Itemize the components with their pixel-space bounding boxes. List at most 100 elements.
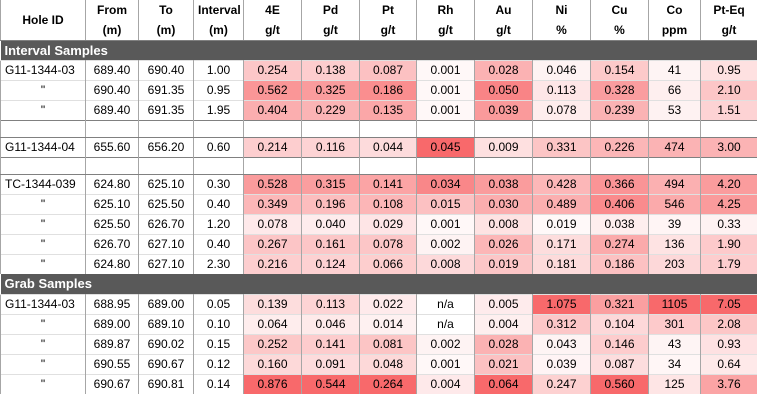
cell: 690.40 [138,59,194,80]
cell: 0.087 [590,353,649,374]
cell: 0.229 [301,99,360,120]
cell: 0.004 [474,313,533,334]
header-row: Hole ID From To Interval 4E Pd Pt Rh Au Ni Cu Co Pt-… [0,0,757,41]
cell: 0.001 [416,59,475,80]
spacer-cell [138,119,194,138]
cell: 0.141 [359,173,417,194]
cell: 0.40 [193,233,244,254]
spacer-cell [138,156,194,175]
cell: 0.312 [532,313,591,334]
column-header: To [138,0,194,20]
cell: 0.001 [416,353,475,374]
cell: 3.76 [700,373,757,394]
cell: 494 [648,173,701,194]
cell: 0.044 [359,136,417,157]
cell: 0.274 [590,233,649,254]
cell: 0.161 [301,233,360,254]
data-row: " 625.50 626.70 1.20 0.078 0.040 0.029 0.001 0.0… [0,213,757,234]
cell: 0.002 [416,233,475,254]
section-title: Grab Samples [0,274,757,294]
cell: 0.048 [359,353,417,374]
header-row: (m) (m) (m) g/t g/t g/t g/t g/t%% ppm g/t [1,20,757,41]
column-header: Pd [301,0,360,20]
cell: 1.79 [700,253,757,274]
column-header: Co [648,0,701,20]
cell: 0.139 [243,293,302,314]
cell: 301 [648,313,701,334]
spacer-cell [474,119,533,138]
spacer-cell [648,119,701,138]
cell: 0.254 [243,59,302,80]
cell: 0.366 [590,173,649,194]
assay-table: Hole ID From To Interval 4E Pd Pt Rh Au Ni Cu Co Pt-… [0,0,757,394]
cell: " [0,353,86,374]
column-unit: (m) [138,20,194,41]
cell: 0.066 [359,253,417,274]
cell: 0.005 [474,293,533,314]
cell: " [0,99,86,120]
spacer-cell [0,119,86,138]
cell: G11-1344-04 [0,136,86,157]
spacer-cell [193,156,244,175]
cell: 690.40 [85,79,139,100]
cell: 0.104 [590,313,649,334]
cell: 0.239 [590,99,649,120]
cell: 0.247 [532,373,591,394]
cell: 690.67 [138,353,194,374]
cell: 0.008 [474,213,533,234]
cell: G11-1344-03 [0,293,86,314]
cell: 0.039 [532,353,591,374]
cell: 474 [648,136,701,157]
cell: 0.60 [193,136,244,157]
cell: " [0,313,86,334]
spacer-cell [193,119,244,138]
cell: 627.10 [138,233,194,254]
cell: 0.95 [193,79,244,100]
spacer-cell [359,119,417,138]
column-unit: g/t [301,20,360,41]
cell: 0.028 [474,59,533,80]
cell: 0.028 [474,333,533,354]
cell: 690.67 [85,373,139,394]
column-unit: % [532,20,591,41]
cell: 0.064 [474,373,533,394]
data-row: " 626.70 627.10 0.40 0.267 0.161 0.078 0.002 0.0… [0,233,757,254]
spacer-cell [243,156,302,175]
cell: 0.196 [301,193,360,214]
cell: 0.64 [700,353,757,374]
cell: 0.015 [416,193,475,214]
cell: " [0,373,86,394]
cell: 66 [648,79,701,100]
column-unit: (m) [193,20,244,41]
spacer-cell [301,156,360,175]
cell: 0.026 [474,233,533,254]
cell: 625.50 [85,213,139,234]
spacer-row [0,119,757,138]
cell: 0.046 [301,313,360,334]
cell: 0.064 [243,313,302,334]
cell: 0.040 [301,213,360,234]
cell: 0.038 [590,213,649,234]
cell: 626.70 [138,213,194,234]
cell: 125 [648,373,701,394]
cell: 0.038 [474,173,533,194]
cell: 0.40 [193,193,244,214]
cell: 43 [648,333,701,354]
data-row: " 690.55 690.67 0.12 0.160 0.091 0.048 0.001 0.0… [0,353,757,374]
data-row: " 690.40 691.35 0.95 0.562 0.325 0.186 0.001 0.0… [0,79,757,100]
cell: 7.05 [700,293,757,314]
cell: 1.00 [193,59,244,80]
cell: 0.002 [416,333,475,354]
cell: 0.043 [532,333,591,354]
cell: " [0,333,86,354]
cell: 0.034 [416,173,475,194]
data-row: " 689.00 689.10 0.10 0.064 0.046 0.014 n/a 0.004… [0,313,757,334]
cell: 4.25 [700,193,757,214]
data-row: G11-1344-04 655.60 656.20 0.60 0.214 0.116 0.0… [0,136,757,157]
column-unit: (m) [85,20,139,41]
spacer-cell [532,156,591,175]
cell: 625.10 [138,173,194,194]
cell: 0.019 [474,253,533,274]
cell: 0.087 [359,59,417,80]
data-row: " 689.40 691.35 1.95 0.404 0.229 0.135 0.001 0.0… [0,99,757,120]
